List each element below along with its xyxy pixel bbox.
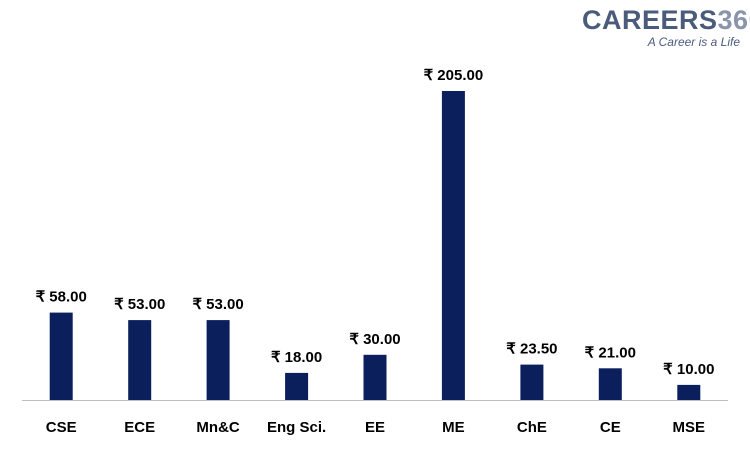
careers360-logo: CAREERS360 A Career is a Life — [582, 4, 750, 54]
value-label: ₹ 53.00 — [114, 296, 165, 313]
category-label: Eng Sci. — [267, 419, 326, 436]
bar-ece — [128, 320, 152, 400]
category-label: ECE — [124, 419, 155, 436]
value-label: ₹ 23.50 — [506, 341, 557, 358]
bar-mn-c — [206, 320, 230, 400]
value-label: ₹ 10.00 — [663, 361, 714, 378]
bars-group — [49, 91, 701, 400]
category-label: ChE — [517, 419, 547, 436]
value-label: ₹ 205.00 — [424, 67, 484, 84]
bar-ee — [363, 354, 387, 400]
category-label: Mn&C — [196, 419, 239, 436]
category-labels-group: CSE ECE Mn&C Eng Sci. EE ME ChE CE MSE — [46, 419, 705, 436]
value-label: ₹ 53.00 — [192, 296, 243, 313]
value-label: ₹ 30.00 — [349, 331, 400, 348]
category-label: ME — [442, 419, 465, 436]
bar-eng-sci — [285, 372, 309, 400]
value-label: ₹ 21.00 — [585, 344, 636, 361]
bar-cse — [49, 312, 73, 400]
logo-brand-number: 360 — [717, 5, 750, 35]
logo-brand: CAREERS360 — [582, 4, 750, 36]
value-label: ₹ 18.00 — [271, 349, 322, 366]
bar-me — [441, 91, 465, 400]
bar-che — [520, 364, 544, 400]
category-label: MSE — [673, 419, 706, 436]
bar-ce — [598, 368, 622, 400]
bar-mse — [677, 384, 701, 400]
category-label: EE — [365, 419, 385, 436]
logo-tagline: A Career is a Life — [647, 35, 740, 49]
value-labels-group: ₹ 58.00 ₹ 53.00 ₹ 53.00 ₹ 18.00 ₹ 30.00 ₹ 205… — [36, 67, 715, 378]
value-label: ₹ 58.00 — [36, 289, 87, 306]
logo-brand-text: CAREERS — [582, 5, 718, 35]
category-label: CE — [600, 419, 621, 436]
category-label: CSE — [46, 419, 77, 436]
